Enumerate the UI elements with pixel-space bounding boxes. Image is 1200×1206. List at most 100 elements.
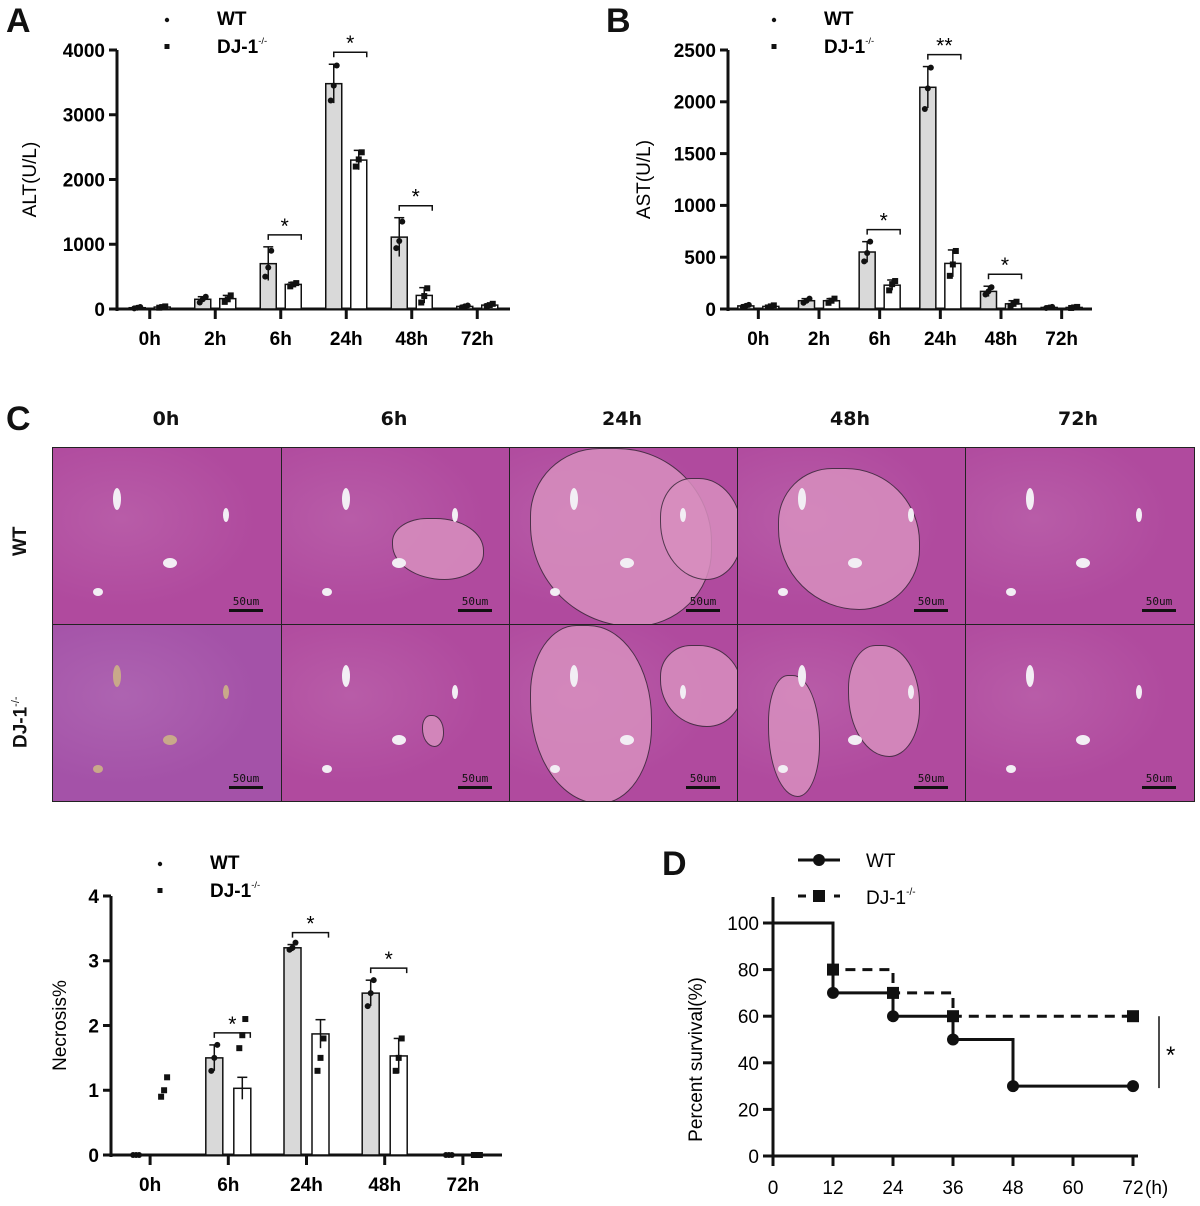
scale-bar: 50um <box>458 772 492 789</box>
histo-col-72h: 72h <box>1058 408 1098 430</box>
data-point-wt <box>806 295 813 302</box>
vessel <box>93 765 103 773</box>
legend-label-wt: WT <box>210 853 240 874</box>
legend-label-ko: DJ-1-/- <box>210 880 260 902</box>
vessel <box>223 685 229 699</box>
x-tick-label: 48h <box>985 329 1018 350</box>
y-tick-label: 2000 <box>674 93 716 114</box>
vessel <box>223 508 229 522</box>
significance-bracket <box>398 204 433 211</box>
histo-row-ko-sup: -/- <box>10 696 22 707</box>
legend-label-ko-sup: -/- <box>258 36 267 47</box>
legend-label-wt: WT <box>217 9 247 30</box>
data-point-wt <box>924 85 931 92</box>
necrosis-region <box>422 715 444 747</box>
y-tick-label: 60 <box>738 1007 759 1028</box>
x-tick-label: 0h <box>139 329 161 350</box>
data-point-ko <box>1013 298 1020 305</box>
data-point-ko <box>489 300 496 307</box>
y-tick-label: 100 <box>727 914 759 935</box>
chart-survival: 0 20 40 60 80 100 0 12 24 36 48 60 72 (h) Percent surv… <box>686 851 1175 1199</box>
data-point-ko <box>1068 304 1075 311</box>
scale-bar-line <box>458 609 492 612</box>
scale-bar-line <box>914 786 948 789</box>
x-tick-label: 24 <box>882 1178 904 1199</box>
vessel <box>550 765 560 773</box>
data-point-ko <box>392 1067 399 1074</box>
data-point-wt <box>208 1067 215 1074</box>
vessel <box>848 558 862 568</box>
survival-marker-wt <box>1127 1080 1139 1093</box>
y-tick-label: 20 <box>738 1100 759 1121</box>
significance-label: ** <box>936 35 952 58</box>
legend-label-ko: DJ-1-/- <box>824 36 874 58</box>
scale-bar-label: 50um <box>689 772 717 785</box>
data-point-ko <box>352 163 359 170</box>
vessel <box>908 685 914 699</box>
histo-col-48h: 48h <box>830 408 870 430</box>
data-point-wt <box>262 273 269 280</box>
vessel <box>570 665 578 687</box>
y-tick-label: 4 <box>88 887 99 908</box>
panel-letter-d: D <box>662 845 687 883</box>
scale-bar-label: 50um <box>1145 595 1173 608</box>
histo-col-24h: 24h <box>602 408 642 430</box>
data-point-wt <box>927 64 934 71</box>
significance-label: * <box>306 913 314 936</box>
panel-letter-c: C <box>6 400 31 438</box>
chart-ast: 0 500 1000 1500 2000 2500 AST(U/L) 0h 2h 6h 24h 48h… <box>634 9 1092 350</box>
data-point-ko <box>355 156 362 163</box>
vessel <box>1076 735 1090 745</box>
data-point-wt <box>214 1041 221 1048</box>
histo-row-wt: WT <box>10 526 31 556</box>
vessel <box>1136 685 1142 699</box>
bar-wt-6h <box>205 1057 224 1156</box>
scale-bar-line <box>229 786 263 789</box>
y-tick-label: 2 <box>88 1016 99 1037</box>
data-point-ko <box>242 1016 249 1023</box>
scale-bar-label: 50um <box>917 595 945 608</box>
data-point-wt <box>268 247 275 254</box>
scale-bar: 50um <box>229 595 263 612</box>
data-point-wt <box>864 250 871 257</box>
bar-wt-24h <box>325 82 343 310</box>
survival-marker-wt <box>827 986 839 999</box>
data-point-ko <box>239 1032 246 1039</box>
vessel <box>570 488 578 510</box>
legend-marker-wt <box>771 17 777 23</box>
data-point-wt <box>448 1152 455 1158</box>
survival-marker-wt <box>947 1033 959 1046</box>
scale-bar: 50um <box>229 772 263 789</box>
vessel <box>113 488 121 510</box>
legend-marker-wt <box>164 17 170 23</box>
y-axis-label: AST(U/L) <box>634 140 655 219</box>
x-tick-label: 36 <box>942 1178 963 1199</box>
y-tick-label: 3 <box>88 952 99 973</box>
scale-bar-label: 50um <box>461 772 489 785</box>
scale-bar-line <box>686 609 720 612</box>
legend-label-ko-sup: -/- <box>906 887 915 898</box>
chart-alt: 0 1000 2000 3000 4000 ALT(U/L) 0h 2h 6h 24h 48h 72h… <box>20 9 510 350</box>
data-point-ko <box>892 278 899 285</box>
data-point-ko <box>889 281 896 288</box>
significance-label: * <box>281 215 289 238</box>
data-point-wt <box>370 977 377 984</box>
data-point-ko <box>421 293 428 300</box>
data-point-ko <box>162 303 169 310</box>
data-point-ko <box>418 299 425 306</box>
scale-bar-line <box>914 609 948 612</box>
y-tick-label: 1000 <box>674 196 716 217</box>
scale-bar-label: 50um <box>689 595 717 608</box>
necrosis-region <box>768 675 820 797</box>
vessel <box>798 665 806 687</box>
scale-bar: 50um <box>914 772 948 789</box>
vessel <box>452 508 458 522</box>
data-point-wt <box>464 302 471 309</box>
scale-bar-line <box>1142 786 1176 789</box>
data-point-wt <box>399 218 406 225</box>
vessel <box>322 765 332 773</box>
y-tick-label: 2000 <box>63 170 105 191</box>
x-tick-label: 48 <box>1002 1178 1023 1199</box>
legend-marker-ko <box>813 890 825 902</box>
scale-bar-line <box>686 786 720 789</box>
